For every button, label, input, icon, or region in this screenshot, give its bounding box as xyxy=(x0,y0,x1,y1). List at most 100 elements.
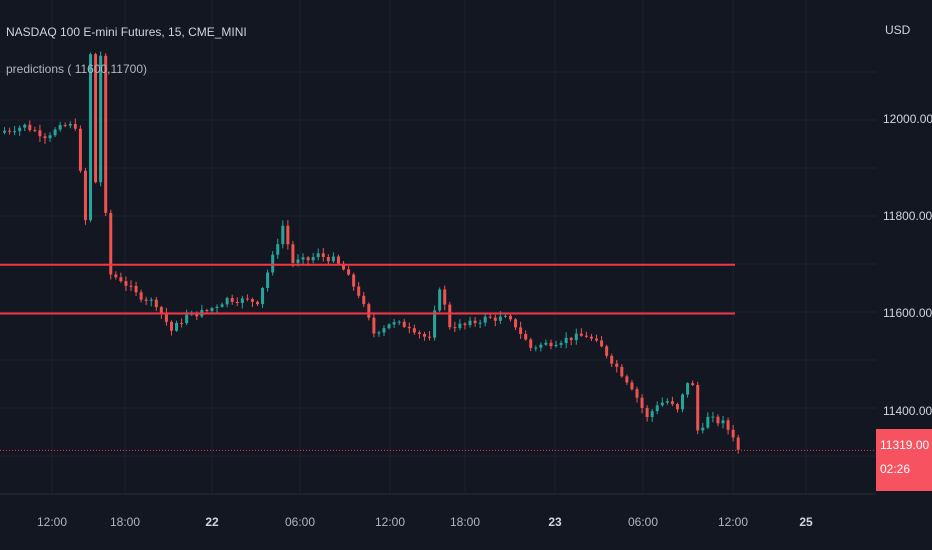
currency-label[interactable]: USD xyxy=(885,23,911,37)
candle-body xyxy=(387,324,391,329)
candle-body xyxy=(468,320,472,326)
last-price-badge: 11319.00 02:26 xyxy=(876,429,932,491)
candle-body xyxy=(640,397,644,408)
candle-body xyxy=(367,304,371,318)
candle-body xyxy=(539,344,543,348)
candle-body xyxy=(180,322,184,324)
candle-body xyxy=(23,124,27,128)
candle-body xyxy=(670,401,674,405)
candle-body xyxy=(483,316,487,323)
candle-body xyxy=(286,225,290,245)
candle-body xyxy=(89,54,93,221)
candle-body xyxy=(94,54,98,183)
candle-body xyxy=(63,124,67,126)
candles xyxy=(3,51,740,454)
candle-body xyxy=(625,376,629,383)
candle-body xyxy=(306,257,310,261)
candle-body xyxy=(357,286,361,296)
candle-body xyxy=(210,308,214,312)
candle-body xyxy=(675,404,679,410)
candle-body xyxy=(13,131,17,133)
candle-body xyxy=(164,313,168,322)
candle-body xyxy=(159,307,163,314)
candle-body xyxy=(696,385,700,431)
candle-body xyxy=(175,322,179,331)
candle-body xyxy=(99,55,103,183)
candle-body xyxy=(443,289,447,305)
candle-body xyxy=(28,124,32,131)
candle-body xyxy=(519,327,523,334)
candle-body xyxy=(635,389,639,398)
candle-body xyxy=(584,335,588,337)
candle-body xyxy=(498,316,502,321)
candle-body xyxy=(78,128,82,171)
candle-body xyxy=(261,287,265,305)
candle-body xyxy=(3,130,6,133)
time-tick-label: 12:00 xyxy=(36,515,68,529)
candle-body xyxy=(529,339,533,348)
candle-body xyxy=(114,274,118,278)
candle-body xyxy=(33,130,37,132)
candle-body xyxy=(245,298,249,300)
candle-body xyxy=(731,429,735,438)
candle-body xyxy=(701,427,705,431)
candle-body xyxy=(453,327,457,329)
candle-body xyxy=(463,323,467,326)
candle-body xyxy=(665,401,669,403)
candle-body xyxy=(595,338,599,341)
candle-body xyxy=(478,322,482,324)
candle-body xyxy=(645,407,649,418)
candle-body xyxy=(372,317,376,334)
candle-body xyxy=(134,285,138,293)
candle-body xyxy=(48,135,52,139)
candle-body xyxy=(579,333,583,336)
candle-body xyxy=(407,326,411,329)
candle-body xyxy=(109,212,113,275)
candle-body xyxy=(544,342,548,345)
candle-body xyxy=(250,298,254,302)
candle-body xyxy=(605,346,609,356)
symbol-title[interactable]: NASDAQ 100 E-mini Futures, 15, CME_MINI xyxy=(6,25,247,39)
candle-body xyxy=(433,310,437,338)
candle-body xyxy=(301,257,305,260)
candle-body xyxy=(352,274,356,287)
candle-body xyxy=(68,123,72,126)
candle-body xyxy=(397,321,401,323)
candle-body xyxy=(271,254,275,273)
candle-body xyxy=(154,299,158,308)
candle-body xyxy=(139,292,143,300)
candle-body xyxy=(83,170,87,221)
candle-body xyxy=(438,289,442,311)
candle-body xyxy=(331,256,335,262)
candle-body xyxy=(377,332,381,334)
candle-body xyxy=(630,382,634,390)
candle-body xyxy=(18,127,22,132)
candle-body xyxy=(291,244,295,263)
candle-body xyxy=(428,336,432,338)
candle-body xyxy=(235,301,239,304)
candle-body xyxy=(716,416,720,424)
candle-body xyxy=(524,333,528,340)
candle-body xyxy=(620,366,624,377)
time-tick-label: 06:00 xyxy=(284,515,316,529)
candle-body xyxy=(736,437,740,450)
candle-body xyxy=(448,304,452,328)
candle-body xyxy=(225,297,229,305)
candle-body xyxy=(412,328,416,333)
candle-body xyxy=(458,323,462,328)
candle-body xyxy=(650,411,654,418)
bar-countdown: 02:26 xyxy=(880,462,911,476)
candle-body xyxy=(38,130,42,137)
indicator-label[interactable]: predictions ( 11600,11700) xyxy=(6,62,147,76)
candle-body xyxy=(73,123,77,129)
candle-body xyxy=(342,263,346,270)
candle-body xyxy=(104,55,108,213)
candle-body xyxy=(43,136,47,139)
candle-body xyxy=(58,124,62,130)
candle-body xyxy=(660,402,664,406)
prediction-lines xyxy=(0,263,735,315)
candle-body xyxy=(311,257,315,261)
candle-body xyxy=(726,420,730,430)
candle-body xyxy=(205,309,209,312)
